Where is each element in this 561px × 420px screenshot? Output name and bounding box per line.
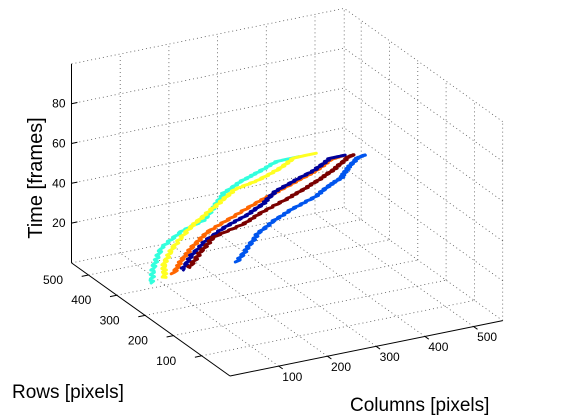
- y-tick-label: 500: [43, 273, 63, 287]
- grid-line-x: [314, 213, 474, 327]
- x-tick-label: 100: [282, 370, 302, 384]
- grid-line-y: [116, 239, 390, 296]
- x-tick-labels: 100 200 300 400 500: [282, 330, 497, 384]
- z-tick-label: 80: [52, 97, 66, 111]
- z-tick-mark: [71, 221, 78, 224]
- x-axis-label: Columns [pixels]: [350, 395, 489, 416]
- axes: [71, 63, 503, 377]
- y-axis-label: Rows [pixels]: [12, 382, 124, 403]
- grid-line-z: [343, 87, 503, 202]
- x-tick-label: 400: [428, 340, 448, 354]
- z-tick-mark: [71, 102, 78, 105]
- y-tick-mark: [194, 355, 202, 358]
- z-tick-mark: [71, 181, 78, 184]
- y-tick-labels: 100 200 300 400 500: [43, 273, 177, 368]
- pane-edge: [343, 8, 503, 122]
- z-tick-label: 60: [52, 137, 66, 151]
- x-tick-mark: [327, 355, 332, 360]
- x-tick-mark: [375, 345, 381, 350]
- x-tick-label: 200: [331, 360, 351, 374]
- z-axis-label: Time [frames]: [25, 117, 47, 239]
- z-tick-label: 40: [52, 176, 66, 190]
- grid-line-z: [343, 127, 503, 242]
- pane-edge: [71, 8, 345, 65]
- grid-line-x: [217, 232, 377, 347]
- trajectory-line-5: [186, 153, 356, 269]
- grid-line-x: [266, 222, 426, 337]
- x-tick-label: 500: [477, 330, 497, 344]
- x-tick-label: 300: [380, 350, 400, 364]
- grid-line-z: [343, 47, 503, 162]
- series-layer: [148, 151, 367, 285]
- x-tick-mark: [278, 365, 283, 370]
- y-axis-line: [71, 262, 231, 377]
- z-tick-labels: 20 40 60 80: [52, 97, 66, 230]
- grid-line-z: [71, 47, 345, 105]
- grid-line-y: [173, 279, 447, 336]
- y-tick-label: 100: [156, 354, 176, 368]
- y-tick-label: 200: [128, 334, 148, 348]
- x-tick-mark: [424, 335, 430, 340]
- grid-line-y: [145, 259, 418, 316]
- x-tick-mark: [473, 326, 478, 330]
- grid-lines: [71, 8, 504, 367]
- grid-line-x: [119, 252, 279, 367]
- grid-line-z: [71, 87, 345, 144]
- y-tick-label: 300: [100, 313, 120, 327]
- trajectory-line-6: [233, 153, 367, 264]
- z-tick-mark: [71, 141, 78, 144]
- trajectory-line-4: [179, 153, 347, 272]
- grid-line-x: [168, 242, 328, 357]
- x-axis-line: [229, 320, 503, 377]
- trajectory-line-2: [160, 151, 318, 279]
- y-tick-label: 400: [71, 293, 91, 307]
- y-tick-mark: [109, 294, 117, 298]
- grid-line-z: [343, 167, 503, 282]
- y-tick-mark: [81, 274, 89, 277]
- y-tick-mark: [166, 335, 174, 338]
- pane-edge: [343, 207, 503, 321]
- y-tick-mark: [138, 314, 146, 318]
- z-tick-label: 20: [52, 216, 66, 230]
